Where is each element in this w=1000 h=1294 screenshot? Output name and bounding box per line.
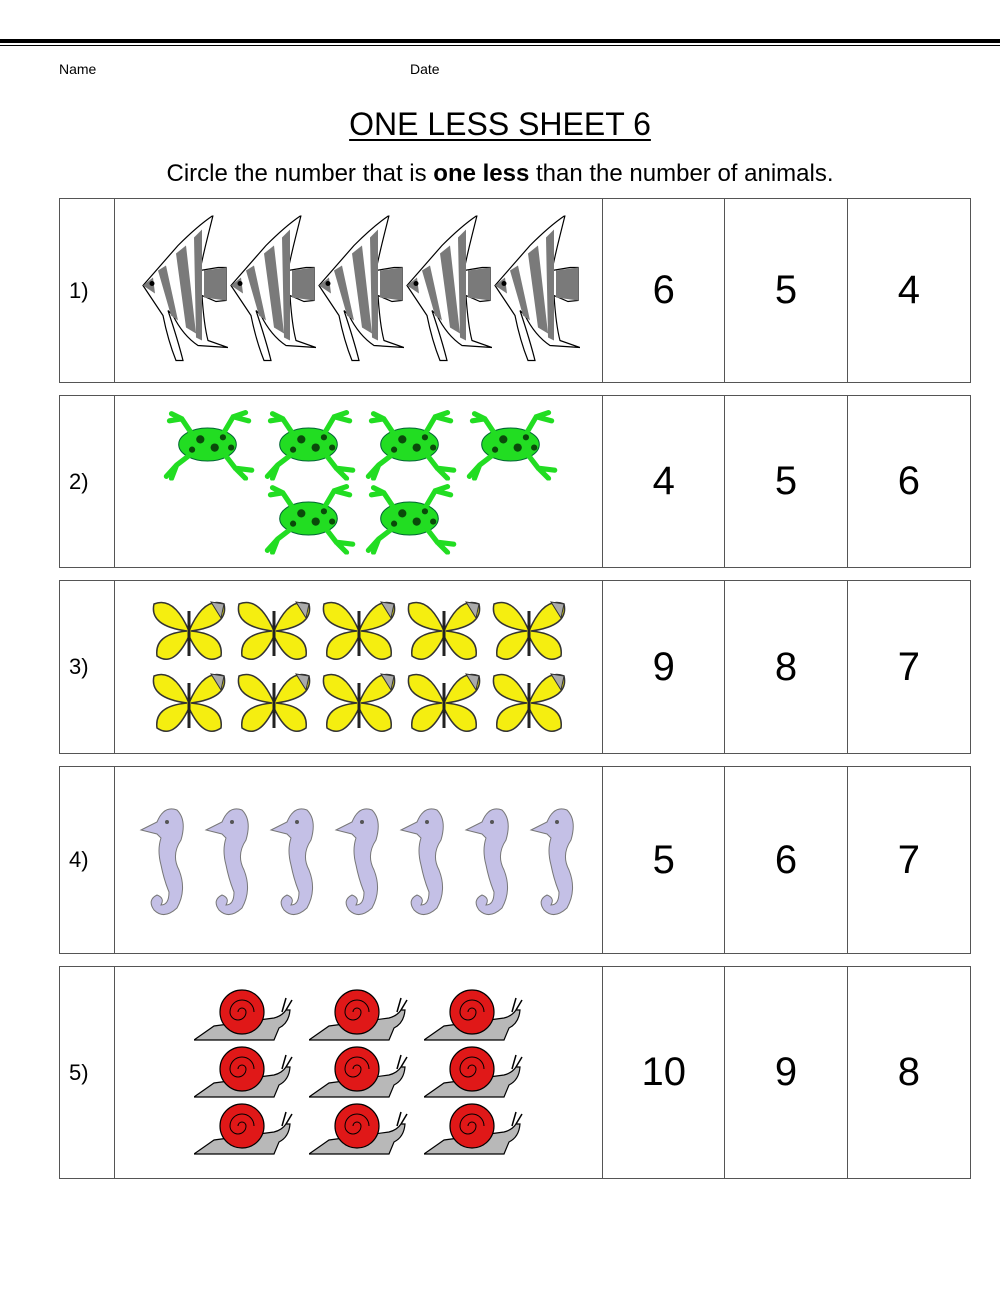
seahorse-icon <box>139 808 184 916</box>
instructions: Circle the number that is one less than … <box>166 160 834 187</box>
butterfly-group <box>152 601 565 733</box>
problem-number: 4) <box>60 767 115 953</box>
answer-choice[interactable]: 7 <box>897 644 920 689</box>
page-title: ONE LESS SHEET 6 <box>349 106 651 142</box>
problem-row: 4) 5 6 7 <box>59 766 971 954</box>
butterfly-icon <box>492 673 565 733</box>
top-rule <box>0 39 1000 43</box>
answer-choice[interactable]: 9 <box>603 581 726 753</box>
angelfish-icon <box>493 215 580 362</box>
problem-number: 2) <box>60 396 115 567</box>
snail-icon <box>423 1046 523 1098</box>
answer-choice[interactable]: 8 <box>897 1050 920 1094</box>
animal-picture <box>115 581 604 753</box>
problem-row: 5) 10 9 8 <box>59 966 971 1179</box>
frog-icon <box>166 413 251 479</box>
problem-row: 3) 9 8 7 <box>59 580 971 754</box>
butterfly-icon <box>237 601 310 661</box>
frog-icon <box>267 487 352 553</box>
seahorse-icon <box>399 808 444 916</box>
animal-picture <box>115 396 604 567</box>
problem-number: 1) <box>60 199 115 382</box>
answer-choice[interactable]: 5 <box>603 767 726 953</box>
snail-icon <box>308 989 408 1041</box>
snail-icon <box>308 1103 408 1155</box>
answer-choice[interactable]: 6 <box>725 767 848 953</box>
animal-picture <box>115 199 604 382</box>
angelfish-group <box>141 215 580 362</box>
problem-number: 3) <box>60 581 115 753</box>
seahorse-icon <box>529 808 574 916</box>
seahorse-group <box>139 808 574 916</box>
answer-choice[interactable]: 8 <box>725 581 848 753</box>
answer-choice[interactable]: 5 <box>725 199 848 382</box>
snail-icon <box>423 989 523 1041</box>
angelfish-icon <box>405 215 492 362</box>
answer-choice[interactable]: 9 <box>725 967 848 1178</box>
butterfly-icon <box>152 601 225 661</box>
answer-choice[interactable]: 5 <box>725 396 848 567</box>
answer-choice[interactable]: 6 <box>603 199 726 382</box>
frog-icon <box>469 413 554 479</box>
seahorse-icon <box>269 808 314 916</box>
butterfly-icon <box>492 601 565 661</box>
butterfly-icon <box>407 601 480 661</box>
frog-icon <box>368 413 453 479</box>
name-label: Name <box>59 61 97 77</box>
snail-icon <box>193 1046 293 1098</box>
answer-choice[interactable]: 4 <box>897 268 920 312</box>
angelfish-icon <box>229 215 316 362</box>
problem-number: 5) <box>60 967 115 1178</box>
seahorse-icon <box>204 808 249 916</box>
angelfish-icon <box>141 215 228 362</box>
animal-picture <box>115 767 604 953</box>
snail-icon <box>193 989 293 1041</box>
butterfly-icon <box>152 673 225 733</box>
frog-icon <box>267 413 352 479</box>
top-rule-thin <box>0 45 1000 46</box>
butterfly-icon <box>322 601 395 661</box>
snail-group <box>193 989 523 1155</box>
answer-choice[interactable]: 4 <box>603 396 726 567</box>
butterfly-icon <box>407 673 480 733</box>
answer-choice[interactable]: 6 <box>897 459 920 503</box>
snail-icon <box>193 1103 293 1155</box>
date-label: Date <box>410 61 440 77</box>
frog-icon <box>368 487 453 553</box>
problem-row: 2) 4 5 6 <box>59 395 971 568</box>
problem-row: 1) 6 5 4 <box>59 198 971 383</box>
snail-icon <box>423 1103 523 1155</box>
butterfly-icon <box>322 673 395 733</box>
snail-icon <box>308 1046 408 1098</box>
butterfly-icon <box>237 673 310 733</box>
frog-group <box>119 399 599 564</box>
angelfish-icon <box>317 215 404 362</box>
animal-picture <box>115 967 604 1178</box>
answer-choice[interactable]: 10 <box>603 967 726 1178</box>
answer-choice[interactable]: 7 <box>897 837 920 882</box>
seahorse-icon <box>464 808 509 916</box>
seahorse-icon <box>334 808 379 916</box>
